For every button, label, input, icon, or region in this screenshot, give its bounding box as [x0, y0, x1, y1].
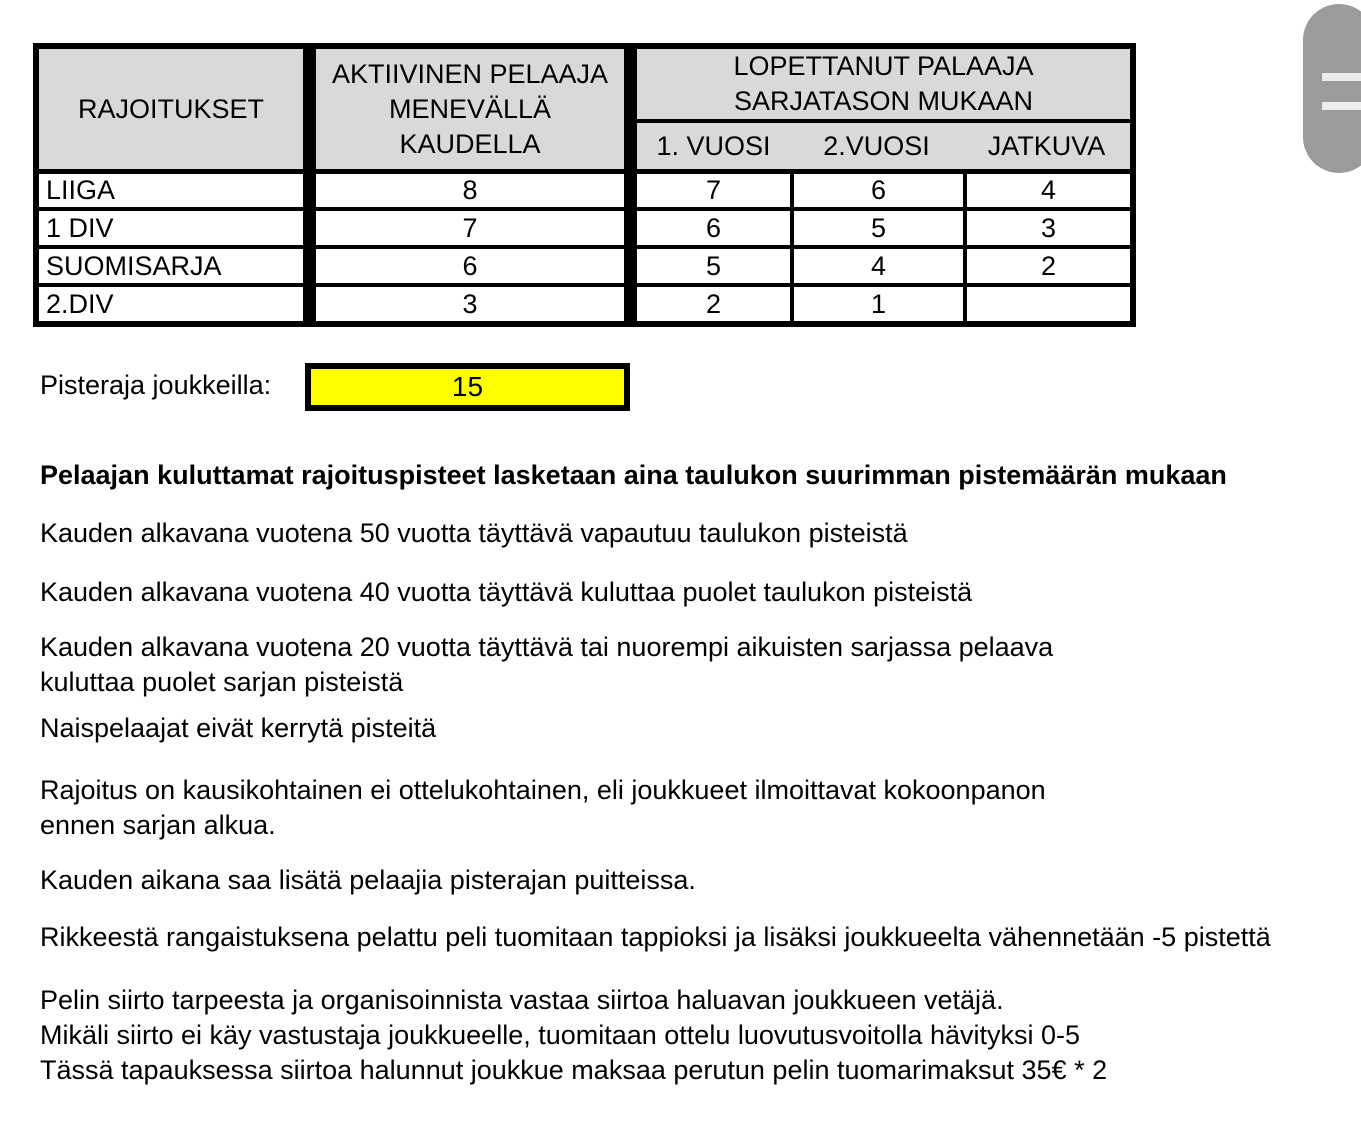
table-subheader-year1: 1. VUOSI — [624, 123, 790, 169]
table-row-label-2div: 2.DIV — [39, 283, 303, 321]
note-paragraph-violation: Rikkeestä rangaistuksena pelattu peli tu… — [40, 922, 1271, 952]
table-cell-2div-active: 3 — [303, 283, 624, 321]
table-cell-2div-year1: 2 — [624, 283, 790, 321]
table-header-restrictions: RAJOITUKSET — [39, 49, 303, 169]
table-cell-2div-year2: 1 — [790, 283, 963, 321]
points-limit-value-box[interactable]: 15 — [305, 363, 630, 411]
notes-heading: Pelaajan kuluttamat rajoituspisteet lask… — [40, 460, 1227, 490]
table-cell-liiga-continuous: 4 — [963, 169, 1130, 207]
points-limit-value: 15 — [451, 371, 484, 402]
table-header-active-player: AKTIIVINEN PELAAJA MENEVÄLLÄ KAUDELLA — [303, 49, 624, 169]
table-cell-liiga-year1: 7 — [624, 169, 790, 207]
table-cell-liiga-active: 8 — [303, 169, 624, 207]
table-cell-1div-year2: 5 — [790, 207, 963, 245]
table-row-label-suomisarja: SUOMISARJA — [39, 245, 303, 283]
scrollbar-grip-line — [1322, 102, 1361, 110]
table-cell-2div-continuous — [963, 283, 1130, 321]
table-row-label-1div: 1 DIV — [39, 207, 303, 245]
note-paragraph-game-transfer: Pelin siirto tarpeesta ja organisoinnist… — [40, 985, 1108, 1085]
table-subheader-year2: 2.VUOSI — [790, 123, 963, 169]
scrollbar-thumb[interactable] — [1303, 4, 1361, 173]
note-paragraph-age40: Kauden alkavana vuotena 40 vuotta täyttä… — [40, 577, 973, 607]
scrollbar-grip-line — [1322, 73, 1361, 81]
table-cell-1div-active: 7 — [303, 207, 624, 245]
table-cell-1div-continuous: 3 — [963, 207, 1130, 245]
table-row-label-liiga: LIIGA — [39, 169, 303, 207]
points-limit-label: Pisteraja joukkeilla: — [40, 370, 272, 400]
note-paragraph-age20: Kauden alkavana vuotena 20 vuotta täyttä… — [40, 632, 1054, 697]
restrictions-table: RAJOITUKSET AKTIIVINEN PELAAJA MENEVÄLLÄ… — [33, 43, 1136, 327]
table-cell-suomisarja-active: 6 — [303, 245, 624, 283]
note-paragraph-season-restriction: Rajoitus on kausikohtainen ei ottelukoht… — [40, 775, 1046, 840]
note-paragraph-add-players: Kauden aikana saa lisätä pelaajia pister… — [40, 865, 696, 895]
note-paragraph-age50: Kauden alkavana vuotena 50 vuotta täyttä… — [40, 518, 908, 548]
table-cell-1div-year1: 6 — [624, 207, 790, 245]
table-header-stopped-returnee: LOPETTANUT PALAAJA SARJATASON MUKAAN — [624, 49, 1130, 123]
table-subheader-continuous: JATKUVA — [963, 123, 1130, 169]
table-cell-liiga-year2: 6 — [790, 169, 963, 207]
table-cell-suomisarja-year2: 4 — [790, 245, 963, 283]
table-cell-suomisarja-continuous: 2 — [963, 245, 1130, 283]
note-paragraph-women: Naispelaajat eivät kerrytä pisteitä — [40, 713, 437, 743]
table-cell-suomisarja-year1: 5 — [624, 245, 790, 283]
